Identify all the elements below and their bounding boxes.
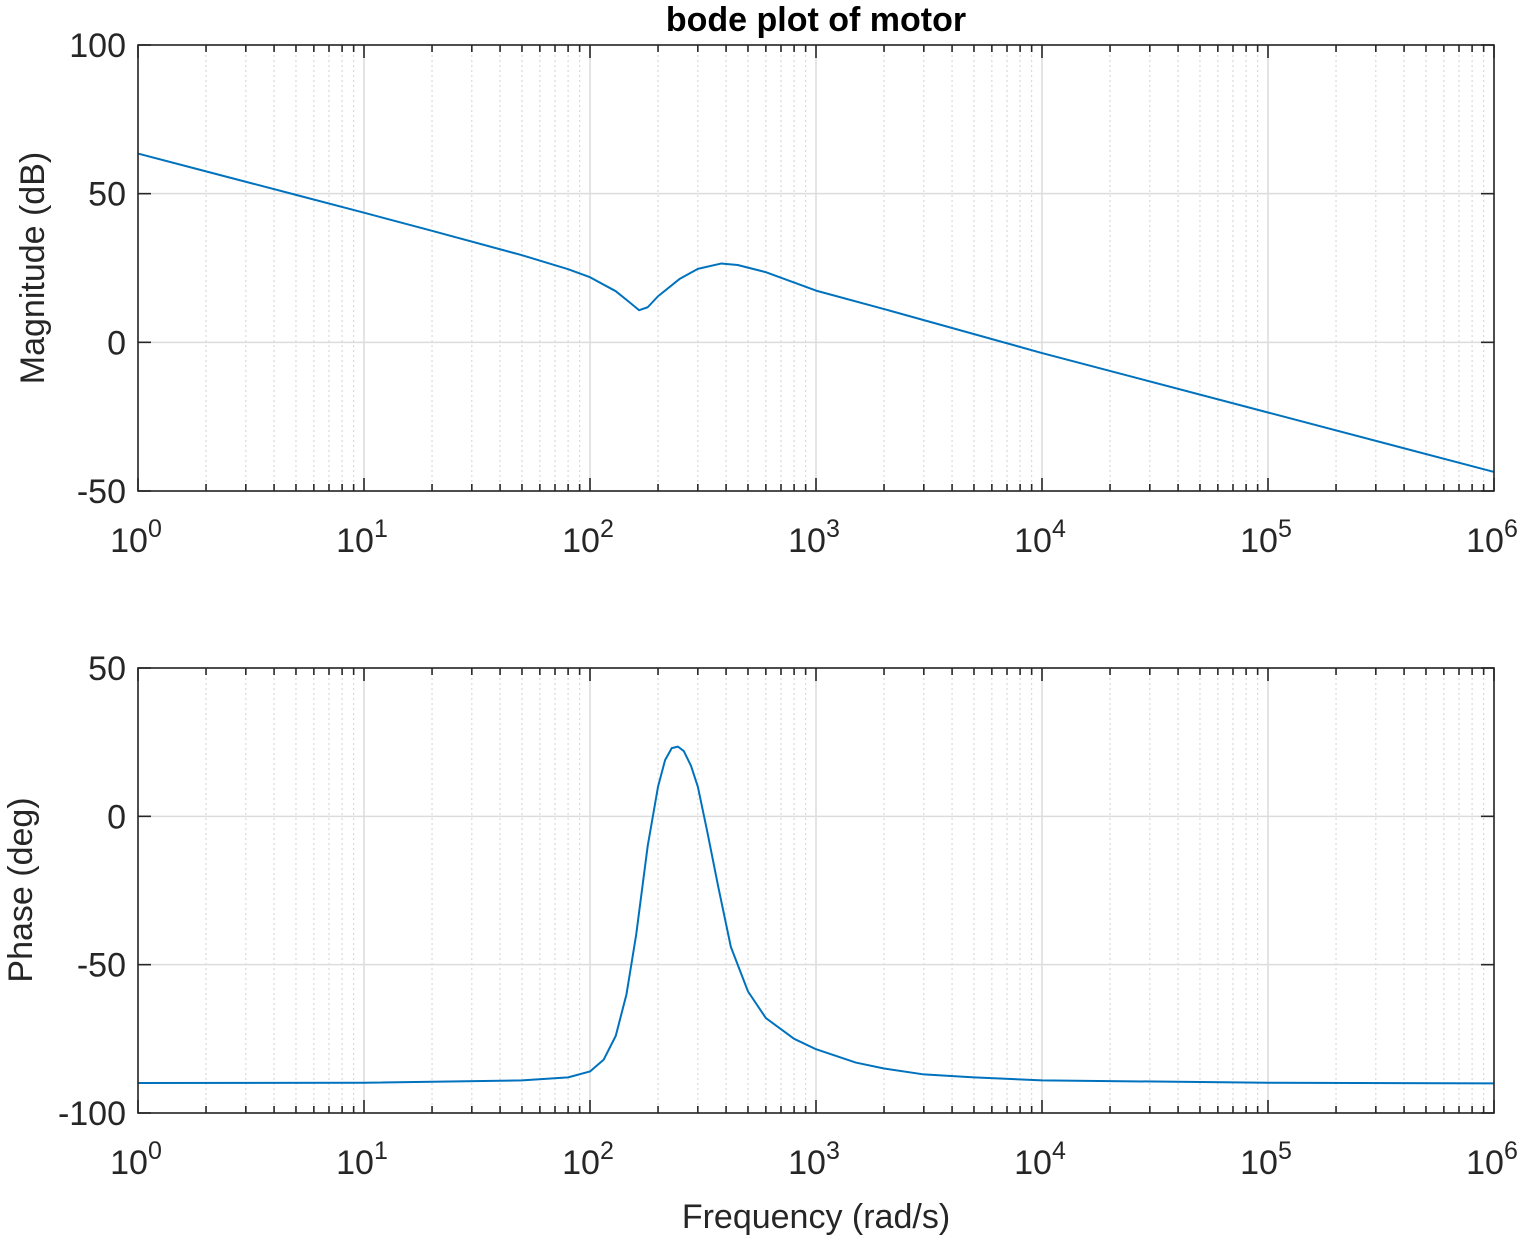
magnitude-x-tick-label: 101	[336, 515, 388, 560]
phase-x-tick-label: 100	[110, 1137, 162, 1182]
phase-y-tick-label: 0	[107, 798, 126, 836]
magnitude-y-tick-label: 50	[88, 176, 126, 214]
phase-x-tick-label: 103	[788, 1137, 840, 1182]
chart-title: bode plot of motor	[666, 1, 966, 39]
magnitude-y-tick-label: 0	[107, 324, 126, 362]
phase-y-axis-label: Phase (deg)	[2, 797, 40, 982]
magnitude-x-tick-label: 103	[788, 515, 840, 560]
phase-x-tick-label: 106	[1466, 1137, 1518, 1182]
phase-series-line	[137, 745, 1495, 1085]
magnitude-y-tick-label: -50	[77, 473, 126, 511]
magnitude-series-line	[137, 152, 1495, 473]
phase-y-tick-label: -50	[77, 947, 126, 985]
magnitude-x-tick-label: 100	[110, 515, 162, 560]
phase-x-tick-label: 102	[562, 1137, 614, 1182]
magnitude-y-axis-label: Magnitude (dB)	[14, 152, 52, 384]
phase-x-tick-label: 104	[1014, 1137, 1066, 1182]
magnitude-y-tick-label: 100	[69, 27, 126, 65]
frequency-x-axis-label: Frequency (rad/s)	[682, 1198, 950, 1236]
phase-x-tick-label: 105	[1240, 1137, 1292, 1182]
magnitude-x-tick-label: 102	[562, 515, 614, 560]
phase-y-tick-label: -100	[58, 1095, 126, 1133]
phase-axes: Phase (deg) Frequency (rad/s) 100 101 102 1…	[2, 650, 1518, 1236]
magnitude-x-tick-label: 104	[1014, 515, 1066, 560]
magnitude-x-tick-label: 105	[1240, 515, 1292, 560]
phase-y-tick-label: 50	[88, 650, 126, 688]
magnitude-x-tick-label: 106	[1466, 515, 1518, 560]
magnitude-axes: bode plot of motor Magnitude (dB) 100 101…	[14, 1, 1518, 560]
phase-x-tick-label: 101	[336, 1137, 388, 1182]
